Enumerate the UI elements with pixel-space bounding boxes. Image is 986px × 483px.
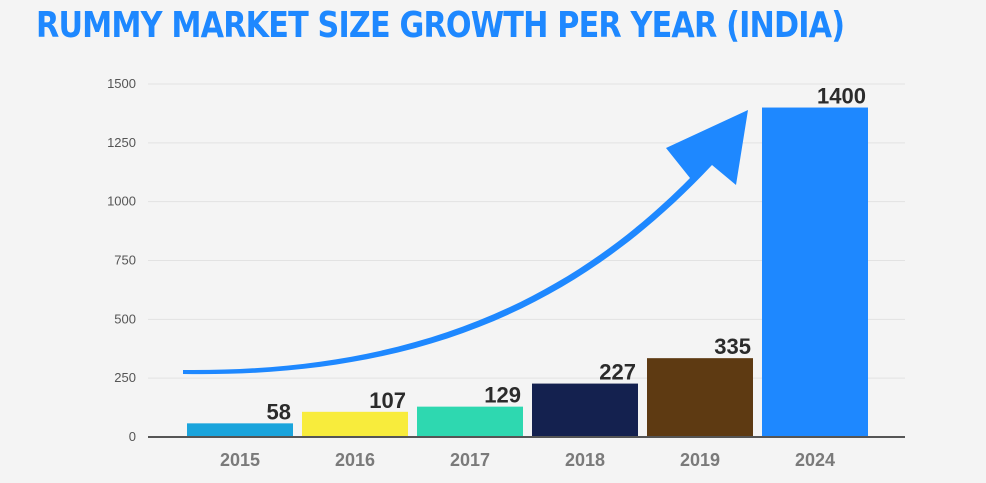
growth-arrow-icon: [183, 110, 748, 375]
bar-2015: [187, 423, 293, 437]
x-tick-label: 2019: [680, 450, 720, 470]
y-tick-label: 250: [114, 370, 136, 385]
data-label: 335: [714, 334, 751, 359]
data-labels: 58 107 129 227 335 1400: [267, 84, 866, 425]
chart-title: RUMMY MARKET SIZE GROWTH PER YEAR (INDIA…: [36, 5, 845, 46]
y-tick-label: 500: [114, 311, 136, 326]
gridlines: [148, 83, 905, 379]
bar-2016: [302, 411, 408, 437]
y-tick-label: 0: [129, 429, 136, 444]
bar-2024: [762, 107, 868, 438]
bar-2019: [647, 358, 753, 437]
y-axis-ticks: 0 250 500 750 1000 1250 1500: [107, 76, 136, 444]
y-tick-label: 1500: [107, 76, 136, 91]
x-tick-label: 2024: [795, 450, 835, 470]
data-label: 58: [267, 399, 291, 424]
x-tick-label: 2015: [220, 450, 260, 470]
data-label: 107: [369, 388, 406, 413]
x-axis-categories: 2015 2016 2017 2018 2019 2024: [220, 450, 835, 470]
bars: [187, 107, 868, 438]
data-label: 129: [484, 383, 521, 408]
y-tick-label: 1250: [107, 135, 136, 150]
bar-2018: [532, 383, 638, 437]
x-tick-label: 2017: [450, 450, 490, 470]
data-label: 227: [599, 360, 636, 385]
y-tick-label: 750: [114, 253, 136, 268]
x-tick-label: 2018: [565, 450, 605, 470]
bar-2017: [417, 406, 523, 437]
data-label: 1400: [817, 84, 866, 109]
x-tick-label: 2016: [335, 450, 375, 470]
y-tick-label: 1000: [107, 194, 136, 209]
